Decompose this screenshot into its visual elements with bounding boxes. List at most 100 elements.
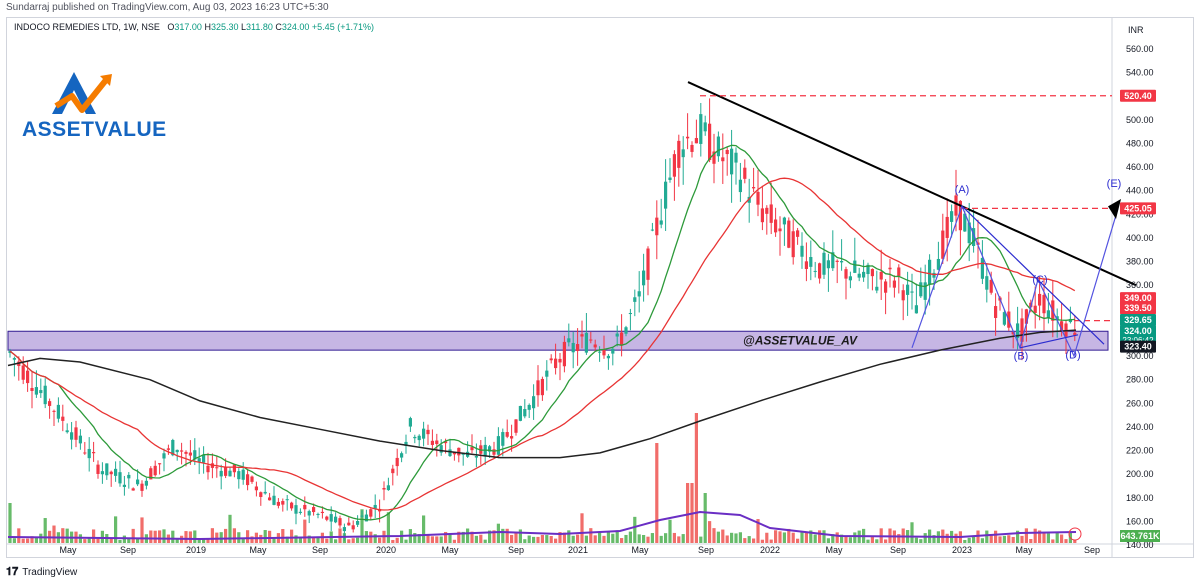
- support-zone: [7, 330, 1109, 351]
- candle-body: [584, 332, 588, 353]
- volume-bar: [263, 530, 267, 543]
- candle-body: [105, 463, 109, 476]
- candle-body: [158, 463, 162, 465]
- volume-bar: [347, 539, 351, 543]
- volume-bar: [360, 509, 364, 543]
- candle-body: [919, 282, 923, 297]
- candle-body: [510, 436, 514, 439]
- y-tick-label: 500.00: [1126, 115, 1154, 125]
- volume-bar: [914, 537, 918, 543]
- candle-body: [74, 427, 78, 440]
- volume-bar: [290, 529, 294, 543]
- candle-body: [237, 471, 241, 480]
- candle-body: [1073, 332, 1077, 336]
- candle-body: [1024, 309, 1028, 324]
- candle-body: [655, 217, 659, 236]
- volume-bar: [527, 535, 531, 543]
- candle-body: [34, 387, 38, 395]
- candle-body: [413, 436, 417, 439]
- candle-body: [950, 211, 954, 222]
- volume-bar: [241, 538, 245, 543]
- candle-body: [677, 140, 681, 168]
- candle-body: [1038, 293, 1042, 306]
- candle-body: [92, 452, 96, 454]
- candle-body: [65, 430, 69, 433]
- volume-bar: [716, 531, 720, 543]
- candle-body: [312, 507, 316, 513]
- candle-body: [844, 269, 848, 279]
- symbol-name[interactable]: INDOCO REMEDIES LTD, 1W, NSE: [14, 22, 160, 32]
- candle-body: [452, 452, 456, 455]
- volume-bar: [963, 539, 967, 543]
- candle-body: [708, 123, 712, 161]
- volume-bar: [870, 536, 874, 543]
- volume-bar: [149, 530, 153, 543]
- candle-body: [122, 484, 126, 487]
- candle-body: [30, 387, 34, 391]
- candle-body: [721, 157, 725, 162]
- x-tick-label: Sep: [312, 545, 328, 555]
- candle-body: [232, 464, 236, 473]
- candle-body: [114, 468, 118, 476]
- grid-layer: [6, 17, 1194, 558]
- volume-bar: [853, 532, 857, 543]
- candle-body: [1002, 312, 1006, 325]
- x-tick-label: Sep: [890, 545, 906, 555]
- volume-bar: [681, 534, 685, 543]
- volume-bar: [1002, 535, 1006, 543]
- volume-bar: [457, 531, 461, 543]
- volume-bar: [140, 517, 144, 543]
- volume-bar: [558, 532, 562, 543]
- x-tick-label: Sep: [698, 545, 714, 555]
- candle-body: [686, 136, 690, 139]
- volume-bar: [554, 538, 558, 543]
- candle-body: [774, 219, 778, 233]
- volume-bar: [202, 538, 206, 543]
- volume-bar: [593, 535, 597, 543]
- candle-body: [954, 195, 958, 216]
- candle-body: [188, 452, 192, 456]
- candle-body: [496, 436, 500, 455]
- candle-body: [897, 267, 901, 276]
- candle-body: [78, 435, 82, 444]
- candle-body: [268, 497, 272, 501]
- candle-body: [100, 471, 104, 475]
- candle-body: [765, 207, 769, 214]
- candle-body: [56, 404, 60, 419]
- candle-body: [567, 338, 571, 343]
- candle-body: [690, 144, 694, 152]
- candle-body: [501, 432, 505, 446]
- volume-bar: [312, 537, 316, 543]
- volume-bar: [765, 532, 769, 543]
- wave-label: (A): [955, 184, 970, 196]
- volume-bar: [391, 539, 395, 543]
- candle-body: [540, 378, 544, 396]
- candle-body: [822, 252, 826, 275]
- candle-body: [884, 281, 888, 293]
- price-badge: [1120, 89, 1156, 102]
- candle-body: [668, 177, 672, 180]
- volume-bar: [633, 516, 637, 543]
- candle-body: [448, 449, 452, 457]
- candle-body: [527, 404, 531, 410]
- candle-body: [52, 410, 56, 412]
- volume-bar: [470, 531, 474, 543]
- volume-bar: [923, 533, 927, 543]
- candle-body: [219, 470, 223, 477]
- candle-body: [39, 390, 43, 394]
- volume-bar: [298, 537, 302, 543]
- volume-bar: [637, 534, 641, 543]
- volume-bar: [782, 532, 786, 543]
- volume-bar: [1020, 535, 1024, 543]
- wave-path: [911, 204, 1119, 358]
- y-tick-label: 160.00: [1126, 516, 1154, 526]
- volume-bar: [373, 534, 377, 543]
- candle-body: [43, 385, 47, 405]
- volume-bar: [998, 536, 1002, 543]
- volume-bar: [994, 530, 998, 543]
- volume-bar: [985, 530, 989, 543]
- volume-bar: [787, 528, 791, 543]
- candle-body: [338, 518, 342, 526]
- triangle-upper-line: [961, 205, 1105, 345]
